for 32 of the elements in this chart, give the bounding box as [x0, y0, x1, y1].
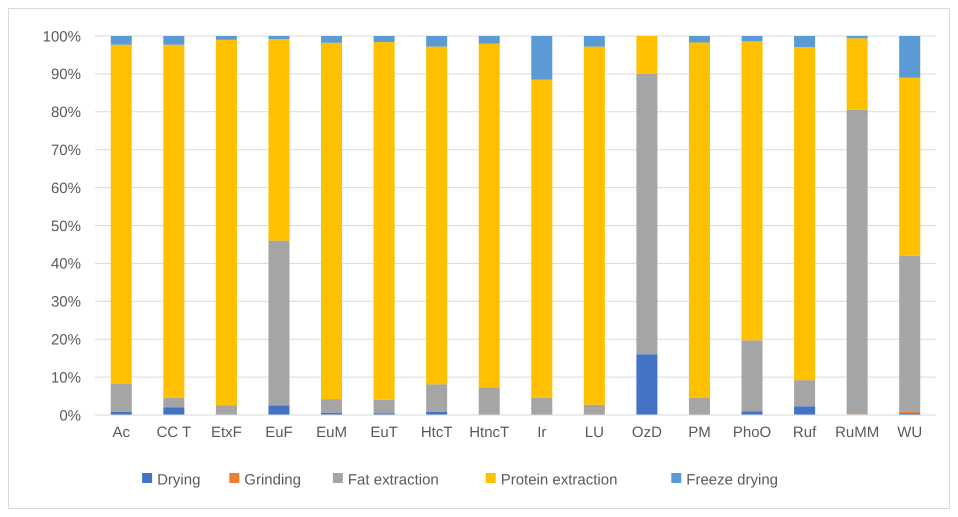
legend-label: Protein extraction	[500, 471, 618, 488]
y-tick-label: 70%	[50, 142, 81, 159]
x-tick-label: HtncT	[469, 424, 510, 441]
y-tick-label: 80%	[50, 104, 81, 122]
x-tick-label: PM	[688, 424, 711, 441]
y-tick-label: 20%	[50, 331, 81, 348]
x-tick-label: Ruf	[792, 424, 818, 441]
y-tick-label: 30%	[50, 294, 81, 311]
legend-label: Fat extraction	[348, 471, 439, 488]
legend-label: Freeze drying	[686, 471, 778, 488]
y-tick-label: 0%	[59, 407, 81, 424]
y-tick-label: 60%	[50, 180, 81, 197]
x-tick-label: LU	[584, 424, 604, 441]
x-tick-label: HtcT	[420, 424, 452, 441]
y-tick-label: 50%	[50, 218, 81, 235]
x-tick-label: EtxF	[210, 424, 242, 441]
x-tick-label: Ac	[112, 424, 131, 441]
y-tick-label: 90%	[50, 66, 81, 84]
x-tick-label: PhoO	[732, 424, 772, 441]
y-tick-label: 100%	[42, 28, 81, 46]
x-tick-label: CC T	[156, 424, 192, 441]
x-tick-label: EuT	[370, 424, 398, 441]
legend-label: Drying	[157, 471, 200, 488]
x-tick-label: EuM	[316, 424, 347, 441]
legend-label: Grinding	[244, 471, 302, 488]
x-tick-label: RuMM	[835, 424, 880, 441]
y-tick-label: 40%	[50, 256, 81, 273]
x-tick-label: OzD	[632, 424, 662, 441]
x-tick-label: EuF	[265, 424, 293, 441]
y-tick-label: 10%	[50, 369, 81, 386]
x-tick-label: WU	[897, 424, 922, 441]
x-tick-label: Ir	[537, 424, 546, 441]
